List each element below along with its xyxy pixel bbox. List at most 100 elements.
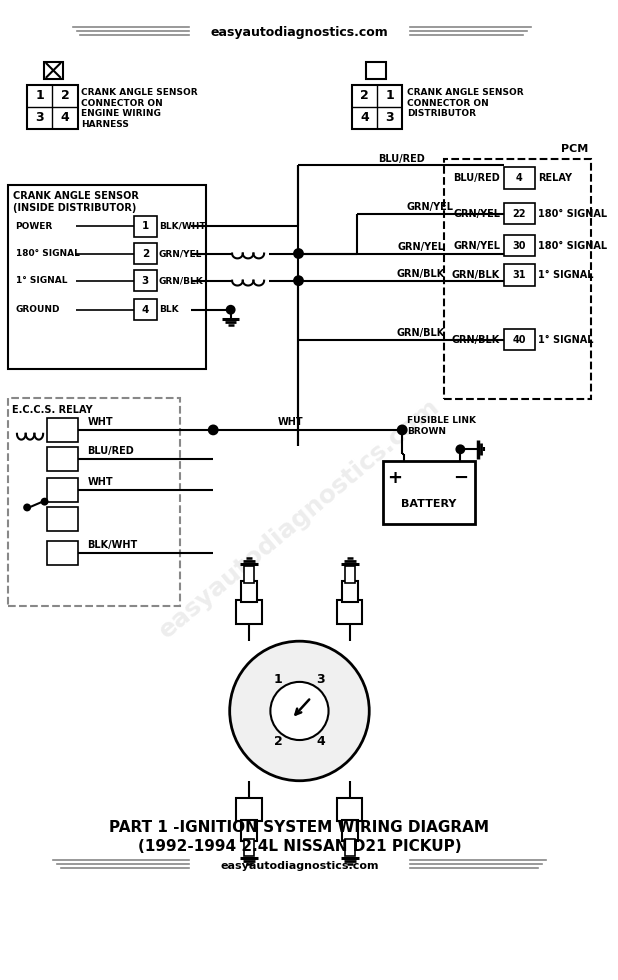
Bar (241, 819, 257, 841)
Text: WHT: WHT (278, 417, 303, 427)
Bar (504, 329, 535, 351)
Text: 4: 4 (516, 172, 523, 183)
Text: BLU/RED: BLU/RED (454, 172, 500, 183)
Circle shape (230, 641, 369, 781)
Bar (241, 581, 257, 603)
Text: 1° SIGNAL: 1° SIGNAL (538, 335, 593, 345)
Bar (342, 581, 358, 603)
Text: GRN/BLK: GRN/BLK (452, 335, 500, 345)
Text: WHT: WHT (87, 417, 113, 427)
Circle shape (41, 499, 48, 505)
Text: 3: 3 (316, 673, 325, 686)
Text: RELAY: RELAY (538, 172, 572, 183)
Text: 1° SIGNAL: 1° SIGNAL (538, 270, 593, 280)
Text: GRN/BLK: GRN/BLK (397, 269, 445, 279)
Text: BLK: BLK (159, 305, 179, 315)
Text: BLU/RED: BLU/RED (378, 154, 425, 164)
Text: 180° SIGNAL: 180° SIGNAL (538, 241, 607, 251)
Circle shape (271, 682, 329, 740)
Text: PART 1 -IGNITION SYSTEM WIRING DIAGRAM: PART 1 -IGNITION SYSTEM WIRING DIAGRAM (109, 819, 489, 835)
Bar (444, 159, 591, 399)
Text: CRANK ANGLE SENSOR: CRANK ANGLE SENSOR (82, 88, 198, 97)
Bar (133, 299, 157, 320)
Text: 3: 3 (142, 275, 149, 285)
Text: HARNESS: HARNESS (82, 121, 129, 129)
Bar (46, 478, 77, 502)
Text: BROWN: BROWN (407, 427, 446, 436)
Text: 2: 2 (274, 735, 282, 749)
Text: 180° SIGNAL: 180° SIGNAL (538, 209, 607, 219)
Text: 2: 2 (142, 249, 149, 259)
Bar (337, 601, 363, 623)
Bar (504, 168, 535, 188)
Bar (504, 203, 535, 224)
Text: PCM: PCM (561, 144, 588, 154)
Bar (504, 235, 535, 257)
Text: GRN/YEL: GRN/YEL (407, 202, 454, 212)
Text: CONNECTOR ON: CONNECTOR ON (82, 99, 163, 108)
Text: GROUND: GROUND (15, 305, 60, 315)
Text: 1: 1 (142, 221, 149, 231)
Bar (133, 243, 157, 265)
Bar (342, 819, 358, 841)
Text: 1: 1 (385, 89, 394, 102)
Text: 1: 1 (35, 89, 44, 102)
Bar (237, 601, 261, 623)
Circle shape (294, 276, 303, 285)
Text: 1: 1 (274, 673, 282, 686)
Bar (345, 565, 355, 583)
Bar (44, 62, 63, 79)
Text: easyautodiagnostics.com: easyautodiagnostics.com (211, 26, 388, 39)
Text: 3: 3 (385, 112, 394, 124)
Text: +: + (387, 469, 402, 487)
Bar (345, 839, 355, 857)
Text: FUSIBLE LINK: FUSIBLE LINK (407, 416, 476, 424)
Bar (8, 184, 206, 368)
Bar (133, 216, 157, 237)
Text: CRANK ANGLE SENSOR: CRANK ANGLE SENSOR (12, 191, 138, 201)
Text: ENGINE WIRING: ENGINE WIRING (82, 110, 161, 119)
Text: 4: 4 (316, 735, 325, 749)
Text: BLK/WHT: BLK/WHT (159, 221, 206, 231)
Text: 2: 2 (360, 89, 369, 102)
Circle shape (457, 446, 464, 453)
Text: POWER: POWER (15, 221, 53, 231)
Text: (1992-1994 2.4L NISSAN D21 PICKUP): (1992-1994 2.4L NISSAN D21 PICKUP) (138, 839, 461, 855)
Bar (244, 839, 254, 857)
Text: 1° SIGNAL: 1° SIGNAL (15, 276, 67, 285)
Bar (8, 398, 180, 607)
Text: 4: 4 (142, 305, 149, 315)
Bar (46, 418, 77, 442)
Bar (46, 508, 77, 531)
Text: 4: 4 (61, 112, 69, 124)
Bar (337, 798, 363, 821)
Text: 4: 4 (360, 112, 369, 124)
Text: GRN/YEL: GRN/YEL (453, 241, 500, 251)
Text: 31: 31 (513, 270, 526, 280)
Circle shape (24, 505, 30, 511)
Bar (383, 461, 475, 524)
Text: GRN/YEL: GRN/YEL (159, 249, 202, 258)
Text: 2: 2 (61, 89, 69, 102)
Bar (133, 270, 157, 291)
Text: GRN/BLK: GRN/BLK (397, 328, 445, 338)
Bar (46, 541, 77, 564)
Text: BLK/WHT: BLK/WHT (87, 540, 137, 550)
Circle shape (398, 425, 407, 434)
Text: 3: 3 (35, 112, 44, 124)
Text: GRN/BLK: GRN/BLK (452, 270, 500, 280)
Text: (INSIDE DISTRIBUTOR): (INSIDE DISTRIBUTOR) (12, 203, 136, 213)
Text: 30: 30 (513, 241, 526, 251)
Text: 40: 40 (513, 335, 526, 345)
Text: −: − (453, 469, 468, 487)
Bar (366, 62, 386, 79)
Text: DISTRIBUTOR: DISTRIBUTOR (407, 110, 476, 119)
Text: BATTERY: BATTERY (400, 499, 456, 509)
Bar (352, 85, 402, 129)
Circle shape (227, 306, 235, 314)
Bar (504, 265, 535, 285)
Circle shape (209, 425, 218, 434)
Text: WHT: WHT (87, 477, 113, 487)
Text: CONNECTOR ON: CONNECTOR ON (407, 99, 489, 108)
Text: 22: 22 (513, 209, 526, 219)
